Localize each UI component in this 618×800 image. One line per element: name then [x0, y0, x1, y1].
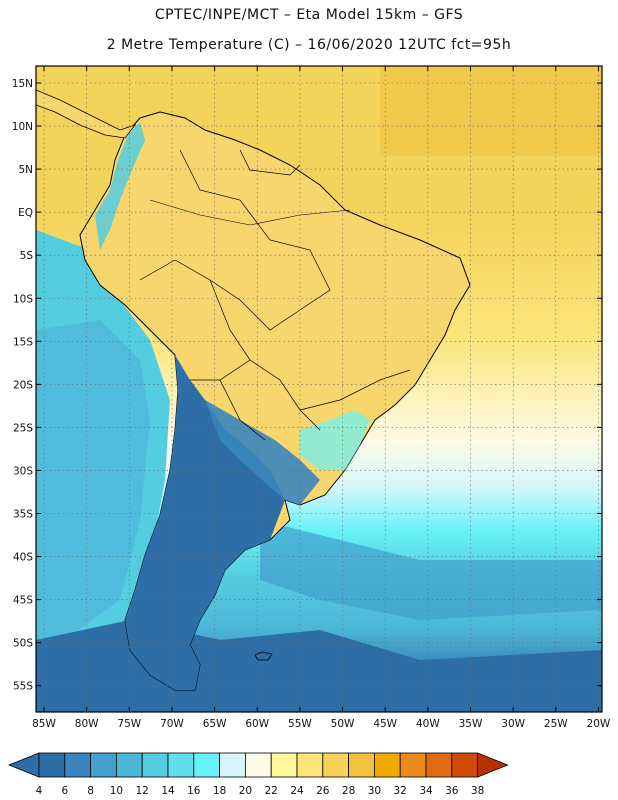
longitude-label: 60W	[245, 718, 269, 730]
colorbar-tick-label: 26	[316, 785, 330, 797]
latitude-label: 25S	[13, 422, 33, 434]
map-subtitle: 2 Metre Temperature (C) – 16/06/2020 12U…	[106, 37, 512, 53]
longitude-label: 45W	[373, 718, 397, 730]
country-borders	[139, 149, 411, 441]
latitude-labels: 15N 10N 5N EQ 5S 10S 15S 20S 25S 30S 35S 40S 45S 50S 5…	[12, 78, 34, 693]
colorbar-swatch	[90, 752, 117, 778]
map-frame	[35, 65, 603, 713]
colorbar-swatch	[244, 752, 272, 778]
latitude-label: 15N	[12, 78, 33, 90]
longitude-label: 70W	[160, 718, 184, 730]
colorbar-swatch	[141, 752, 169, 778]
colorbar-tick-label: 24	[290, 785, 304, 797]
colorbar-tick-label: 32	[394, 785, 407, 797]
map-field	[36, 66, 602, 712]
colorbar-swatch	[451, 752, 478, 778]
colorbar-min-arrow	[7, 752, 40, 778]
longitude-label: 55W	[288, 718, 312, 730]
longitude-label: 80W	[75, 718, 99, 730]
south-atlantic-cool	[260, 520, 602, 620]
colorbar-tick-label: 38	[471, 785, 484, 797]
colorbar-tick-label: 16	[187, 785, 201, 797]
latitude-label: 15S	[13, 336, 33, 348]
longitude-label: 30W	[501, 718, 525, 730]
pampas-cool	[205, 400, 320, 505]
colorbar-swatch	[116, 752, 143, 778]
longitude-label: 20W	[587, 718, 611, 730]
map-title: CPTEC/INPE/MCT – Eta Model 15km – GFS	[154, 7, 464, 23]
latitude-label: 50S	[13, 638, 33, 650]
latitude-label: 5N	[18, 164, 33, 176]
south-brazil-cool	[300, 410, 370, 470]
colorbar-swatch	[373, 752, 401, 778]
colorbar-tick-label: 36	[445, 785, 459, 797]
colorbar-swatch	[399, 752, 427, 778]
latitude-label: 55S	[13, 681, 33, 693]
latitude-label: 35S	[13, 509, 33, 521]
amazon-river	[149, 199, 351, 226]
longitude-label: 50W	[331, 718, 355, 730]
colorbar-tick-label: 8	[87, 785, 94, 797]
colorbar-swatch	[425, 752, 453, 778]
longitude-labels: 85W 80W 75W 70W 65W 60W 55W 50W 45W 40W 35W 30W 25W 2…	[32, 718, 611, 730]
colorbar-swatch	[322, 752, 349, 778]
latitude-label: 5S	[20, 250, 34, 262]
colorbar-swatch	[193, 752, 221, 778]
longitude-label: 65W	[203, 718, 227, 730]
andes-cool-band	[95, 122, 145, 250]
latitude-label: 40S	[13, 552, 33, 564]
colorbar-tick-label: 4	[36, 785, 43, 797]
hot-ocean-patch	[380, 66, 602, 156]
colorbar-max-arrow	[477, 752, 509, 778]
longitude-label: 25W	[544, 718, 568, 730]
colorbar-tick-label: 18	[213, 785, 226, 797]
colorbar-swatch	[64, 752, 92, 778]
colorbar-tick-label: 14	[161, 785, 175, 797]
colorbar-tick-label: 30	[368, 785, 381, 797]
colorbar-swatch	[270, 752, 298, 778]
latitude-label: 10S	[13, 293, 33, 305]
colorbar-tick-label: 6	[61, 785, 68, 797]
pacific-cold-water	[36, 320, 150, 660]
colorbar-tick-label: 20	[239, 785, 252, 797]
patagonia-cold	[125, 355, 285, 690]
graticule	[36, 66, 602, 712]
colorbar-swatch	[219, 752, 246, 778]
colorbar: 4 6 8 10 12 14 16 18 20 22 24 26 28 30 32 34 36 38	[7, 752, 509, 797]
longitude-label: 75W	[117, 718, 141, 730]
longitude-label: 40W	[416, 718, 440, 730]
colorbar-tick-label: 22	[265, 785, 278, 797]
colorbar-swatch	[38, 752, 66, 778]
latitude-label: EQ	[18, 207, 33, 219]
colorbar-tick-label: 10	[110, 785, 123, 797]
colorbar-tick-label: 12	[136, 785, 149, 797]
colorbar-tick-label: 28	[342, 785, 355, 797]
colorbar-tick-label: 34	[419, 785, 433, 797]
colorbar-swatch	[296, 752, 324, 778]
falkland-islands	[254, 651, 273, 661]
latitude-label: 20S	[13, 379, 33, 391]
longitude-label: 85W	[32, 718, 56, 730]
latitude-label: 45S	[13, 595, 33, 607]
latitude-label: 30S	[13, 465, 33, 477]
latitude-label: 10N	[12, 121, 33, 133]
colorbar-swatch	[167, 752, 195, 778]
longitude-label: 35W	[459, 718, 483, 730]
colorbar-swatch	[348, 752, 375, 778]
central-america-land	[36, 89, 137, 139]
